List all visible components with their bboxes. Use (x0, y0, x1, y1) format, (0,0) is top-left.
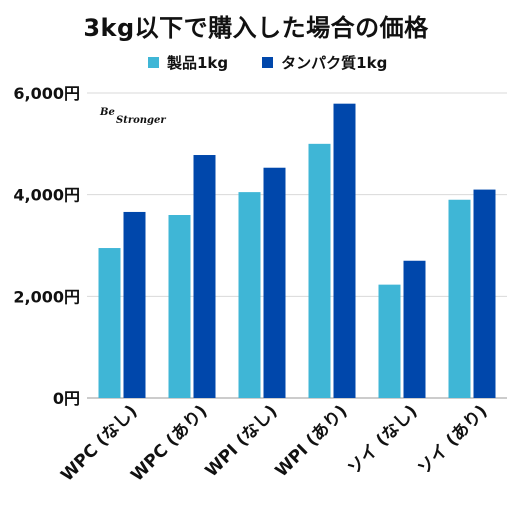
y-tick-label: 4,000円 (13, 186, 80, 205)
bar (98, 248, 121, 398)
watermark-logo: Be Stronger (100, 108, 166, 126)
bar (263, 167, 286, 398)
bar (403, 260, 426, 398)
x-tick-label: WPI (なし) (202, 401, 282, 481)
legend-label-product: 製品1kg (167, 54, 229, 72)
bar (168, 215, 191, 398)
bar (378, 284, 401, 398)
bar (333, 103, 356, 399)
legend-item-product: 製品1kg (148, 52, 228, 73)
bar (193, 155, 216, 398)
legend-item-protein: タンパク質1kg (262, 52, 387, 73)
x-tick-label: WPI (あり) (272, 401, 352, 481)
watermark-line1: Be (100, 107, 115, 118)
x-tick-label: ソイ (あり) (414, 401, 491, 478)
legend-swatch-product (148, 57, 159, 68)
y-tick-label: 2,000円 (13, 287, 80, 306)
bar (123, 211, 146, 398)
watermark-line2: Stronger (116, 115, 166, 126)
bar (473, 189, 496, 398)
y-tick-label: 6,000円 (13, 84, 80, 103)
bar (238, 192, 261, 398)
legend: 製品1kg タンパク質1kg (148, 52, 421, 73)
legend-swatch-protein (262, 57, 274, 68)
bar (308, 143, 331, 398)
y-tick-label: 0円 (53, 389, 80, 408)
bar (448, 199, 471, 398)
chart-title: 3kg以下で購入した場合の価格 (83, 14, 429, 42)
legend-label-protein: タンパク質1kg (281, 54, 388, 72)
x-tick-label: ソイ (なし) (344, 401, 421, 478)
